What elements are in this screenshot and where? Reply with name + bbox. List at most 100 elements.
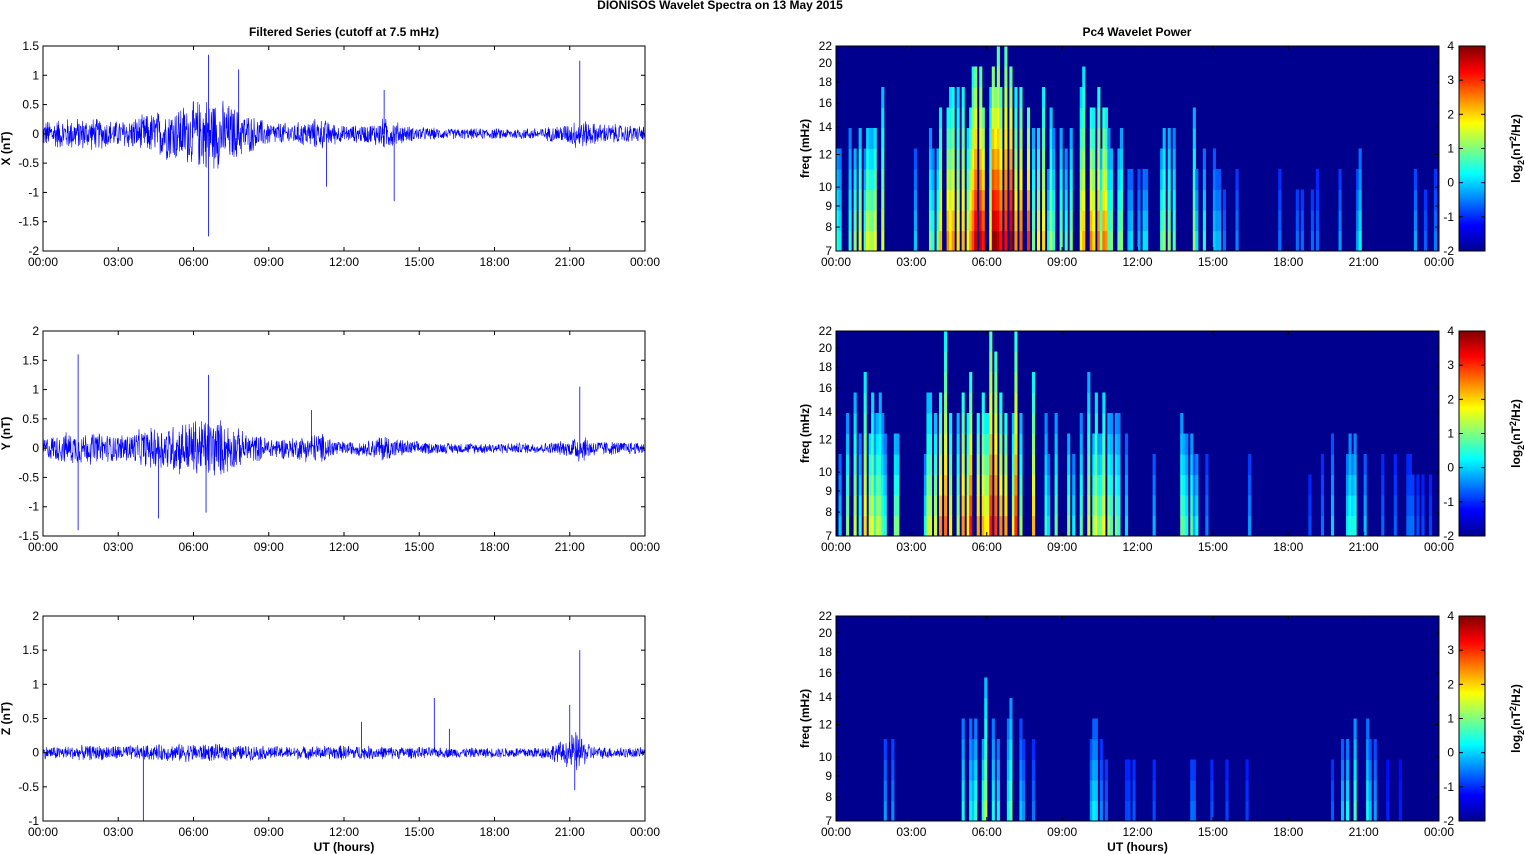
heatmap-cell — [1366, 759, 1370, 781]
heatmap-cell — [871, 148, 875, 170]
heatmap-cell — [1162, 230, 1166, 251]
ytick-label: 1 — [32, 677, 39, 691]
filtered-series-trace — [43, 100, 645, 169]
ytick-label: 18 — [819, 645, 833, 659]
heatmap-cell — [863, 372, 867, 394]
heatmap-cell — [999, 454, 1003, 476]
heatmap-cell — [1009, 128, 1013, 150]
heatmap-cell — [1019, 495, 1023, 517]
heatmap-cell — [881, 210, 885, 232]
heatmap-cell — [1368, 800, 1372, 821]
colorbar-gradient — [1458, 330, 1486, 537]
heatmap-cell — [981, 413, 985, 435]
heatmap-cell — [1082, 148, 1086, 170]
heatmap-cell — [1338, 189, 1342, 211]
heatmap-cell — [1114, 495, 1118, 517]
wavelet-xtick-label: 18:00 — [1273, 540, 1303, 554]
heatmap-cell — [1102, 210, 1106, 232]
heatmap-cell — [1052, 148, 1056, 170]
heatmap-cell — [871, 169, 875, 191]
heatmap-cell — [1104, 230, 1108, 251]
heatmap-cell — [1142, 230, 1146, 251]
heatmap-cell — [868, 474, 872, 496]
heatmap-cell — [969, 169, 973, 191]
heatmap-cell — [873, 515, 877, 536]
ytick-label: 8 — [825, 790, 832, 804]
heatmap-cell — [1079, 433, 1083, 455]
heatmap-cell — [1006, 800, 1010, 821]
heatmap-cell — [873, 210, 877, 232]
heatmap-cell — [1195, 169, 1199, 191]
heatmap-cell — [1310, 230, 1314, 251]
heatmap-cell — [1132, 759, 1136, 781]
heatmap-cell — [933, 515, 938, 536]
heatmap-cell — [1099, 189, 1103, 211]
heatmap-cell — [1094, 454, 1098, 476]
heatmap-cell — [1416, 515, 1420, 536]
heatmap-cell — [1047, 230, 1051, 251]
heatmap-cell — [1099, 230, 1103, 251]
heatmap-cell — [1089, 759, 1093, 781]
heatmap-cell — [1210, 800, 1214, 821]
series-xtick-label: 12:00 — [329, 825, 359, 839]
heatmap-cell — [1079, 189, 1083, 211]
heatmap-cell — [994, 87, 998, 109]
heatmap-cell — [989, 169, 993, 191]
ytick-label: 16 — [819, 96, 833, 110]
heatmap-cell — [971, 148, 975, 170]
heatmap-cell — [1353, 718, 1357, 740]
heatmap-cell — [1124, 780, 1129, 802]
series-xtick-label: 21:00 — [555, 825, 585, 839]
heatmap-cell — [858, 189, 862, 211]
heatmap-cell — [996, 759, 1000, 781]
heatmap-cell — [984, 454, 988, 476]
heatmap-cell — [1026, 169, 1031, 191]
heatmap-cell — [1315, 189, 1319, 211]
heatmap-cell — [991, 189, 995, 211]
heatmap-cell — [1026, 128, 1031, 150]
colorbar-tick-label: 1 — [1447, 712, 1454, 726]
heatmap-cell — [994, 169, 998, 191]
heatmap-cell — [1119, 169, 1124, 191]
heatmap-cell — [1009, 107, 1013, 129]
heatmap-cell — [1358, 148, 1362, 170]
heatmap-cell — [1205, 454, 1209, 476]
heatmap-cell — [881, 87, 885, 109]
heatmap-cell — [1011, 413, 1015, 435]
heatmap-cell — [1019, 800, 1023, 821]
heatmap-cell — [881, 169, 885, 191]
heatmap-cell — [939, 392, 943, 414]
heatmap-cell — [1215, 230, 1219, 251]
heatmap-cell — [1092, 800, 1096, 821]
heatmap-cell — [873, 189, 877, 211]
heatmap-cell — [966, 495, 970, 517]
colorbar-tick-label: 0 — [1447, 176, 1454, 190]
heatmap-cell — [1185, 474, 1189, 496]
heatmap-cell — [1338, 210, 1342, 232]
heatmap-cell — [853, 515, 857, 536]
heatmap-cell — [1386, 780, 1390, 802]
heatmap-cell — [1004, 66, 1008, 88]
series-xtick-label: 21:00 — [555, 540, 585, 554]
heatmap-cell — [1009, 210, 1013, 232]
heatmap-cell — [1021, 759, 1026, 781]
heatmap-cell — [1087, 454, 1091, 476]
heatmap-cell — [1215, 210, 1219, 232]
heatmap-cell — [928, 392, 933, 414]
heatmap-cell — [981, 392, 985, 414]
heatmap-cell — [986, 413, 990, 435]
heatmap-cell — [846, 433, 850, 455]
heatmap-cell — [896, 515, 900, 536]
heatmap-cell — [944, 515, 948, 536]
heatmap-cell — [896, 454, 900, 476]
heatmap-cell — [1315, 210, 1319, 232]
heatmap-cell — [1346, 800, 1350, 821]
heatmap-cell — [946, 148, 950, 170]
heatmap-cell — [871, 433, 875, 455]
heatmap-cell — [881, 107, 885, 129]
heatmap-cell — [979, 66, 983, 88]
heatmap-cell — [1009, 759, 1013, 781]
heatmap-cell — [1092, 780, 1096, 802]
heatmap-cell — [984, 718, 988, 740]
heatmap-cell — [1129, 189, 1134, 211]
